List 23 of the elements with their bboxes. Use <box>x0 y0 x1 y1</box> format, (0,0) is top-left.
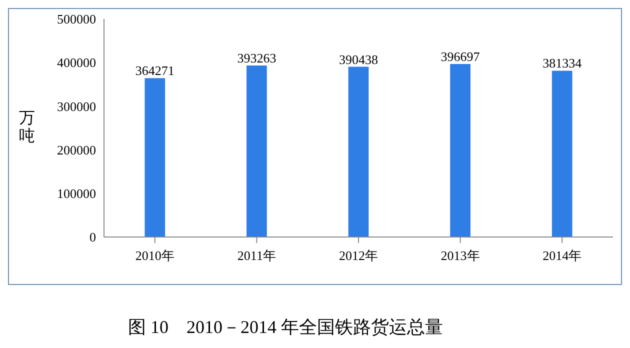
y-tick-label: 300000 <box>57 98 96 114</box>
y-axis-title: 万吨 <box>19 110 35 145</box>
y-tick-label: 200000 <box>57 142 96 158</box>
data-label: 364271 <box>135 63 174 78</box>
data-label: 381334 <box>542 56 582 71</box>
bar <box>348 66 369 237</box>
y-tick-label: 500000 <box>57 12 96 27</box>
x-tick-label: 2014年 <box>542 248 582 264</box>
bar <box>144 78 166 237</box>
x-tick-label: 2012年 <box>339 248 378 264</box>
bar <box>552 70 572 237</box>
y-tick-label: 100000 <box>57 186 96 202</box>
data-label: 396697 <box>440 49 480 64</box>
bar <box>450 64 470 237</box>
y-tick-label: 400000 <box>57 55 96 70</box>
text: 图 10 2010－2014 年全国铁路货运总量 <box>128 316 444 339</box>
data-label: 393263 <box>237 50 276 66</box>
x-tick-label: 2013年 <box>440 248 480 264</box>
data-label: 390438 <box>339 52 378 67</box>
x-tick-label: 2010年 <box>135 248 174 264</box>
x-tick-label: 2011年 <box>237 248 276 264</box>
y-tick-label: 0 <box>90 230 96 245</box>
bar <box>246 66 267 237</box>
